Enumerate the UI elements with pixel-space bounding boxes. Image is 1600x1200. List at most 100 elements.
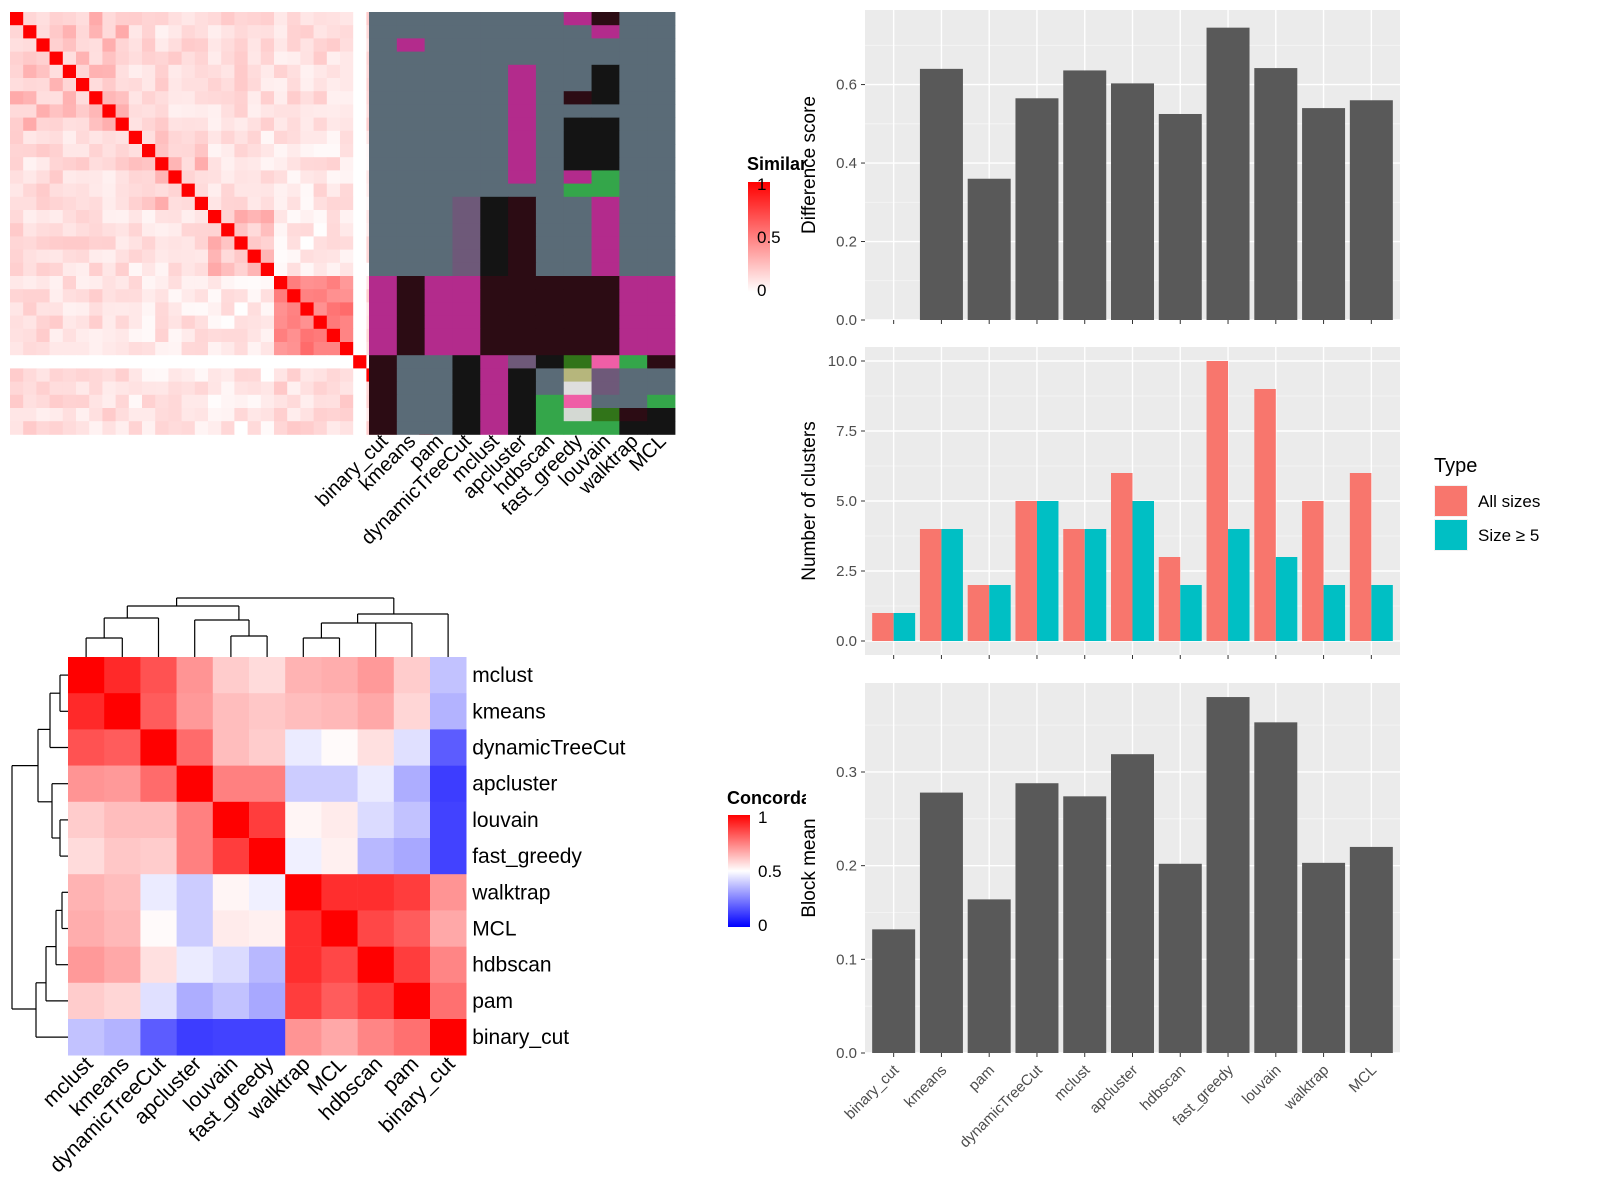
membership-cell-kmeans <box>396 78 426 92</box>
similarity-cell <box>247 25 262 39</box>
membership-cell-fast-greedy <box>563 25 592 39</box>
similarity-cell <box>181 328 196 343</box>
similarity-cell <box>89 236 103 250</box>
similarity-cell <box>300 25 314 39</box>
membership-cell-louvain <box>591 78 620 92</box>
similarity-cell <box>128 315 143 330</box>
similarity-cell <box>168 368 182 382</box>
similarity-cell <box>76 12 90 26</box>
concordance-cell <box>357 910 395 947</box>
similarity-cell <box>10 421 24 435</box>
membership-cell-louvain <box>591 38 620 52</box>
concordance-cell <box>212 838 250 875</box>
similarity-cell <box>89 170 103 184</box>
number-of-clusters-bar-chart: 0.0 2.5 5.0 7.5 10.0 Number of clusters <box>799 347 1400 659</box>
similarity-cell <box>102 170 116 184</box>
similarity-cell <box>62 130 77 145</box>
membership-cell-apcluster <box>508 130 537 145</box>
membership-cell-fast-greedy <box>563 394 592 409</box>
membership-cell-apcluster <box>508 223 537 237</box>
similarity-cell <box>142 381 156 396</box>
membership-cell-mcl <box>647 421 676 435</box>
similarity-cell <box>76 196 90 211</box>
similarity-cell <box>49 249 64 264</box>
similarity-cell <box>221 381 235 396</box>
similarity-cell <box>208 64 222 79</box>
similarity-cell <box>36 196 50 211</box>
concordance-cell <box>249 801 286 839</box>
similarity-cell <box>221 368 235 382</box>
membership-cell-hdbscan <box>535 223 565 237</box>
similarity-cell <box>76 38 90 52</box>
membership-cell-louvain <box>591 144 620 158</box>
similarity-cell <box>208 289 222 303</box>
similarity-cell <box>142 289 156 303</box>
y-tick-label: 0.0 <box>836 1045 857 1062</box>
similarity-cell <box>234 421 248 435</box>
similarity-cell <box>353 289 367 303</box>
concordance-cell <box>176 693 214 730</box>
similarity-cell <box>300 51 314 66</box>
membership-cell-binary-cut <box>369 25 398 39</box>
similarity-cell <box>89 78 103 92</box>
membership-cell-louvain <box>591 170 620 184</box>
similarity-cell <box>76 64 90 79</box>
y-axis-title: Difference score <box>799 96 820 234</box>
similarity-cell <box>128 408 143 422</box>
similarity-cell <box>247 210 262 224</box>
membership-cell-mcl <box>647 144 676 158</box>
similarity-cell <box>181 210 196 224</box>
similarity-cell <box>128 210 143 224</box>
similarity-cell <box>62 342 77 356</box>
similarity-cell <box>49 157 64 171</box>
similarity-cell <box>49 91 64 105</box>
similarity-cell <box>49 183 64 198</box>
membership-cell-dynamictreecut <box>452 421 481 435</box>
similarity-cell <box>194 183 209 198</box>
similarity-legend-colorbar <box>748 182 770 292</box>
similarity-cell <box>194 328 209 343</box>
membership-cell-dynamictreecut <box>452 355 481 369</box>
concordance-cell <box>249 693 286 730</box>
membership-cell-kmeans <box>396 51 426 66</box>
similarity-cell <box>247 64 262 79</box>
similarity-cell <box>10 342 24 356</box>
similarity-cell <box>313 210 328 224</box>
similarity-cell <box>89 64 103 79</box>
concordance-heatmap-panel: mclust kmeans dynamicTreeCut apcluster louva… <box>11 597 806 1177</box>
membership-cell-pam <box>424 104 453 118</box>
membership-cell-louvain <box>591 394 620 409</box>
similarity-cell <box>181 368 196 382</box>
membership-cell-apcluster <box>508 51 537 66</box>
similarity-cell <box>274 302 288 316</box>
membership-cell-mcl <box>647 25 676 39</box>
similarity-cell <box>155 342 169 356</box>
similarity-cell <box>274 223 288 237</box>
similarity-cell <box>128 51 143 66</box>
similarity-cell <box>10 381 24 396</box>
concordance-cell <box>285 729 322 766</box>
membership-cell-apcluster <box>508 394 537 409</box>
membership-cell-pam <box>424 355 453 369</box>
type-legend-label-all-sizes: All sizes <box>1478 492 1540 511</box>
similarity-cell <box>326 302 341 316</box>
concordance-cell <box>212 801 250 839</box>
membership-cell-mclust <box>480 117 509 132</box>
membership-cell-mcl <box>647 249 676 264</box>
similarity-cell <box>313 91 328 105</box>
membership-cell-pam <box>424 262 453 277</box>
membership-cell-louvain <box>591 342 620 356</box>
similarity-cell <box>287 210 301 224</box>
concordance-cell <box>357 765 395 803</box>
similarity-cell <box>234 25 248 39</box>
similarity-cell <box>326 315 341 330</box>
similarity-cell <box>168 315 182 330</box>
similarity-cell <box>300 78 314 92</box>
similarity-cell <box>208 144 222 158</box>
similarity-cell <box>287 381 301 396</box>
membership-cell-kmeans <box>396 223 426 237</box>
membership-cell-pam <box>424 342 453 356</box>
similarity-cell <box>287 342 301 356</box>
concordance-cell <box>321 910 358 947</box>
similarity-cell <box>155 315 169 330</box>
